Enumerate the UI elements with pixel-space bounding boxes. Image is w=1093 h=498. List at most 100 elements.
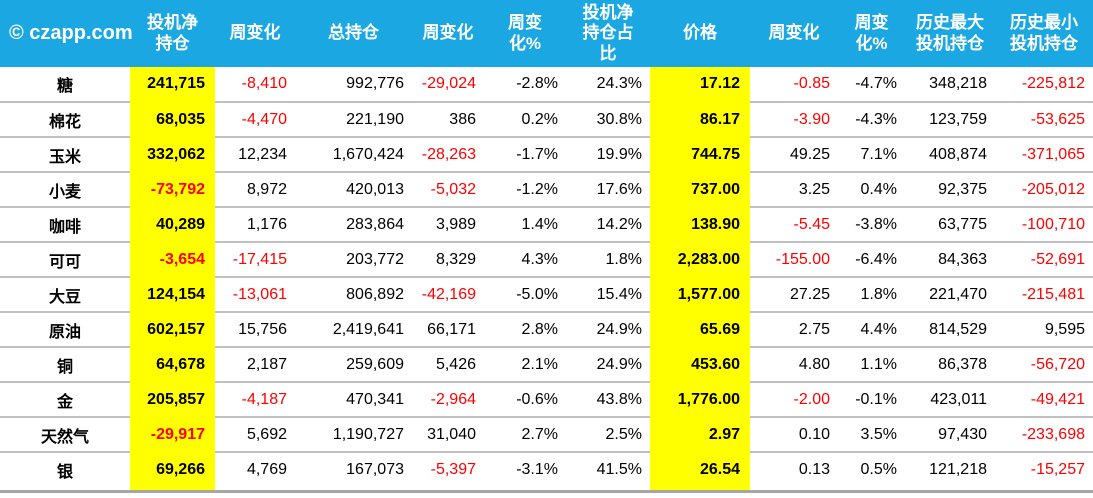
commodity-name-cell: 糖 bbox=[0, 67, 130, 102]
table-header: © czapp.com 投机净 持仓 周变化 总持仓 周变化 周变 化% 投机净 持仓占 比… bbox=[0, 0, 1093, 67]
data-cell: -29,024 bbox=[412, 67, 484, 102]
table-row: 咖啡 40,289 1,176 283,864 3,989 1.4% 14.2% 138.90… bbox=[0, 206, 1093, 242]
data-cell: 4,769 bbox=[215, 451, 295, 487]
data-cell: -5,397 bbox=[412, 451, 484, 487]
column-header: 价格 bbox=[650, 0, 750, 67]
data-cell: 0.2% bbox=[484, 101, 566, 137]
data-cell: 167,073 bbox=[295, 451, 412, 487]
spacer-cell bbox=[650, 487, 750, 490]
table-row: 铜 64,678 2,187 259,609 5,426 2.1% 24.9% 453.60 4… bbox=[0, 346, 1093, 382]
data-cell: 124,154 bbox=[130, 276, 215, 312]
data-cell: 470,341 bbox=[295, 381, 412, 417]
data-cell: -17,415 bbox=[215, 241, 295, 277]
data-cell: 2.75 bbox=[750, 311, 838, 347]
commodity-name-cell: 天然气 bbox=[0, 416, 130, 452]
data-cell: -2,964 bbox=[412, 381, 484, 417]
data-cell: 241,715 bbox=[130, 67, 215, 102]
commodity-name-cell: 原油 bbox=[0, 311, 130, 347]
data-cell: -42,169 bbox=[412, 276, 484, 312]
data-cell: 2,419,641 bbox=[295, 311, 412, 347]
data-cell: 5,426 bbox=[412, 346, 484, 382]
commodity-name-cell: 大豆 bbox=[0, 276, 130, 312]
data-cell: 30.8% bbox=[566, 101, 650, 137]
data-cell: -4.7% bbox=[838, 67, 905, 102]
data-cell: -0.1% bbox=[838, 381, 905, 417]
data-cell: 63,775 bbox=[905, 206, 995, 242]
data-cell: -1.7% bbox=[484, 136, 566, 172]
commodity-name-cell: 可可 bbox=[0, 241, 130, 277]
data-cell: -0.85 bbox=[750, 67, 838, 102]
data-cell: 3.25 bbox=[750, 171, 838, 207]
data-cell: 2.5% bbox=[566, 416, 650, 452]
data-cell: 8,972 bbox=[215, 171, 295, 207]
data-cell: 68,035 bbox=[130, 101, 215, 137]
commodity-name-cell: 铜 bbox=[0, 346, 130, 382]
data-cell: -0.6% bbox=[484, 381, 566, 417]
data-cell: 84,363 bbox=[905, 241, 995, 277]
data-cell: 5,692 bbox=[215, 416, 295, 452]
spacer-cell bbox=[838, 487, 905, 490]
table-row: 大豆 124,154 -13,061 806,892 -42,169 -5.0% 15.4%… bbox=[0, 276, 1093, 312]
data-cell: 0.10 bbox=[750, 416, 838, 452]
column-header: 总持仓 bbox=[295, 0, 412, 67]
data-cell: 420,013 bbox=[295, 171, 412, 207]
data-cell: 41.5% bbox=[566, 451, 650, 487]
data-cell: 1.8% bbox=[838, 276, 905, 312]
data-cell: 9,595 bbox=[995, 311, 1093, 347]
data-cell: -3.1% bbox=[484, 451, 566, 487]
data-cell: 121,218 bbox=[905, 451, 995, 487]
commodity-name-cell: 棉花 bbox=[0, 101, 130, 137]
data-cell: -3,654 bbox=[130, 241, 215, 277]
data-cell: -5.45 bbox=[750, 206, 838, 242]
data-cell: -233,698 bbox=[995, 416, 1093, 452]
data-cell: 27.25 bbox=[750, 276, 838, 312]
data-cell: 4.80 bbox=[750, 346, 838, 382]
table-row: 金 205,857 -4,187 470,341 -2,964 -0.6% 43.8% 1,7… bbox=[0, 381, 1093, 417]
data-cell: 0.4% bbox=[838, 171, 905, 207]
data-cell: 1.8% bbox=[566, 241, 650, 277]
table-row: 可可 -3,654 -17,415 203,772 8,329 4.3% 1.8% 2,283… bbox=[0, 241, 1093, 277]
data-cell: 348,218 bbox=[905, 67, 995, 102]
spacer-cell bbox=[566, 487, 650, 490]
data-cell: 744.75 bbox=[650, 136, 750, 172]
data-cell: 43.8% bbox=[566, 381, 650, 417]
data-cell: 386 bbox=[412, 101, 484, 137]
data-cell: 992,776 bbox=[295, 67, 412, 102]
data-cell: -4,187 bbox=[215, 381, 295, 417]
spacer-cell bbox=[130, 487, 215, 490]
data-cell: -4.3% bbox=[838, 101, 905, 137]
data-cell: 259,609 bbox=[295, 346, 412, 382]
data-cell: 332,062 bbox=[130, 136, 215, 172]
data-cell: 64,678 bbox=[130, 346, 215, 382]
data-cell: 7.1% bbox=[838, 136, 905, 172]
bottom-border-line bbox=[0, 490, 1093, 493]
spacer-cell bbox=[995, 487, 1093, 490]
data-cell: 3,989 bbox=[412, 206, 484, 242]
spacer-cell bbox=[295, 487, 412, 490]
data-cell: 26.54 bbox=[650, 451, 750, 487]
brand-watermark: © czapp.com bbox=[0, 0, 133, 67]
spacer-cell bbox=[905, 487, 995, 490]
data-cell: 3.5% bbox=[838, 416, 905, 452]
data-cell: 2.8% bbox=[484, 311, 566, 347]
commodity-name-cell: 小麦 bbox=[0, 171, 130, 207]
data-cell: 221,470 bbox=[905, 276, 995, 312]
column-header: 周变化 bbox=[412, 0, 484, 67]
data-cell: -49,421 bbox=[995, 381, 1093, 417]
header-row: © czapp.com 投机净 持仓 周变化 总持仓 周变化 周变 化% 投机净 持仓占 比… bbox=[0, 0, 1093, 67]
data-cell: 14.2% bbox=[566, 206, 650, 242]
data-cell: -56,720 bbox=[995, 346, 1093, 382]
data-cell: 0.5% bbox=[838, 451, 905, 487]
data-cell: 24.9% bbox=[566, 311, 650, 347]
data-cell: 17.6% bbox=[566, 171, 650, 207]
data-cell: 408,874 bbox=[905, 136, 995, 172]
data-cell: -155.00 bbox=[750, 241, 838, 277]
table-row: 糖 241,715 -8,410 992,776 -29,024 -2.8% 24.3% 17… bbox=[0, 67, 1093, 102]
column-header: 历史最小 投机持仓 bbox=[995, 0, 1093, 67]
data-cell: -371,065 bbox=[995, 136, 1093, 172]
data-cell: 1.4% bbox=[484, 206, 566, 242]
column-header: 周变化 bbox=[750, 0, 838, 67]
data-cell: 8,329 bbox=[412, 241, 484, 277]
